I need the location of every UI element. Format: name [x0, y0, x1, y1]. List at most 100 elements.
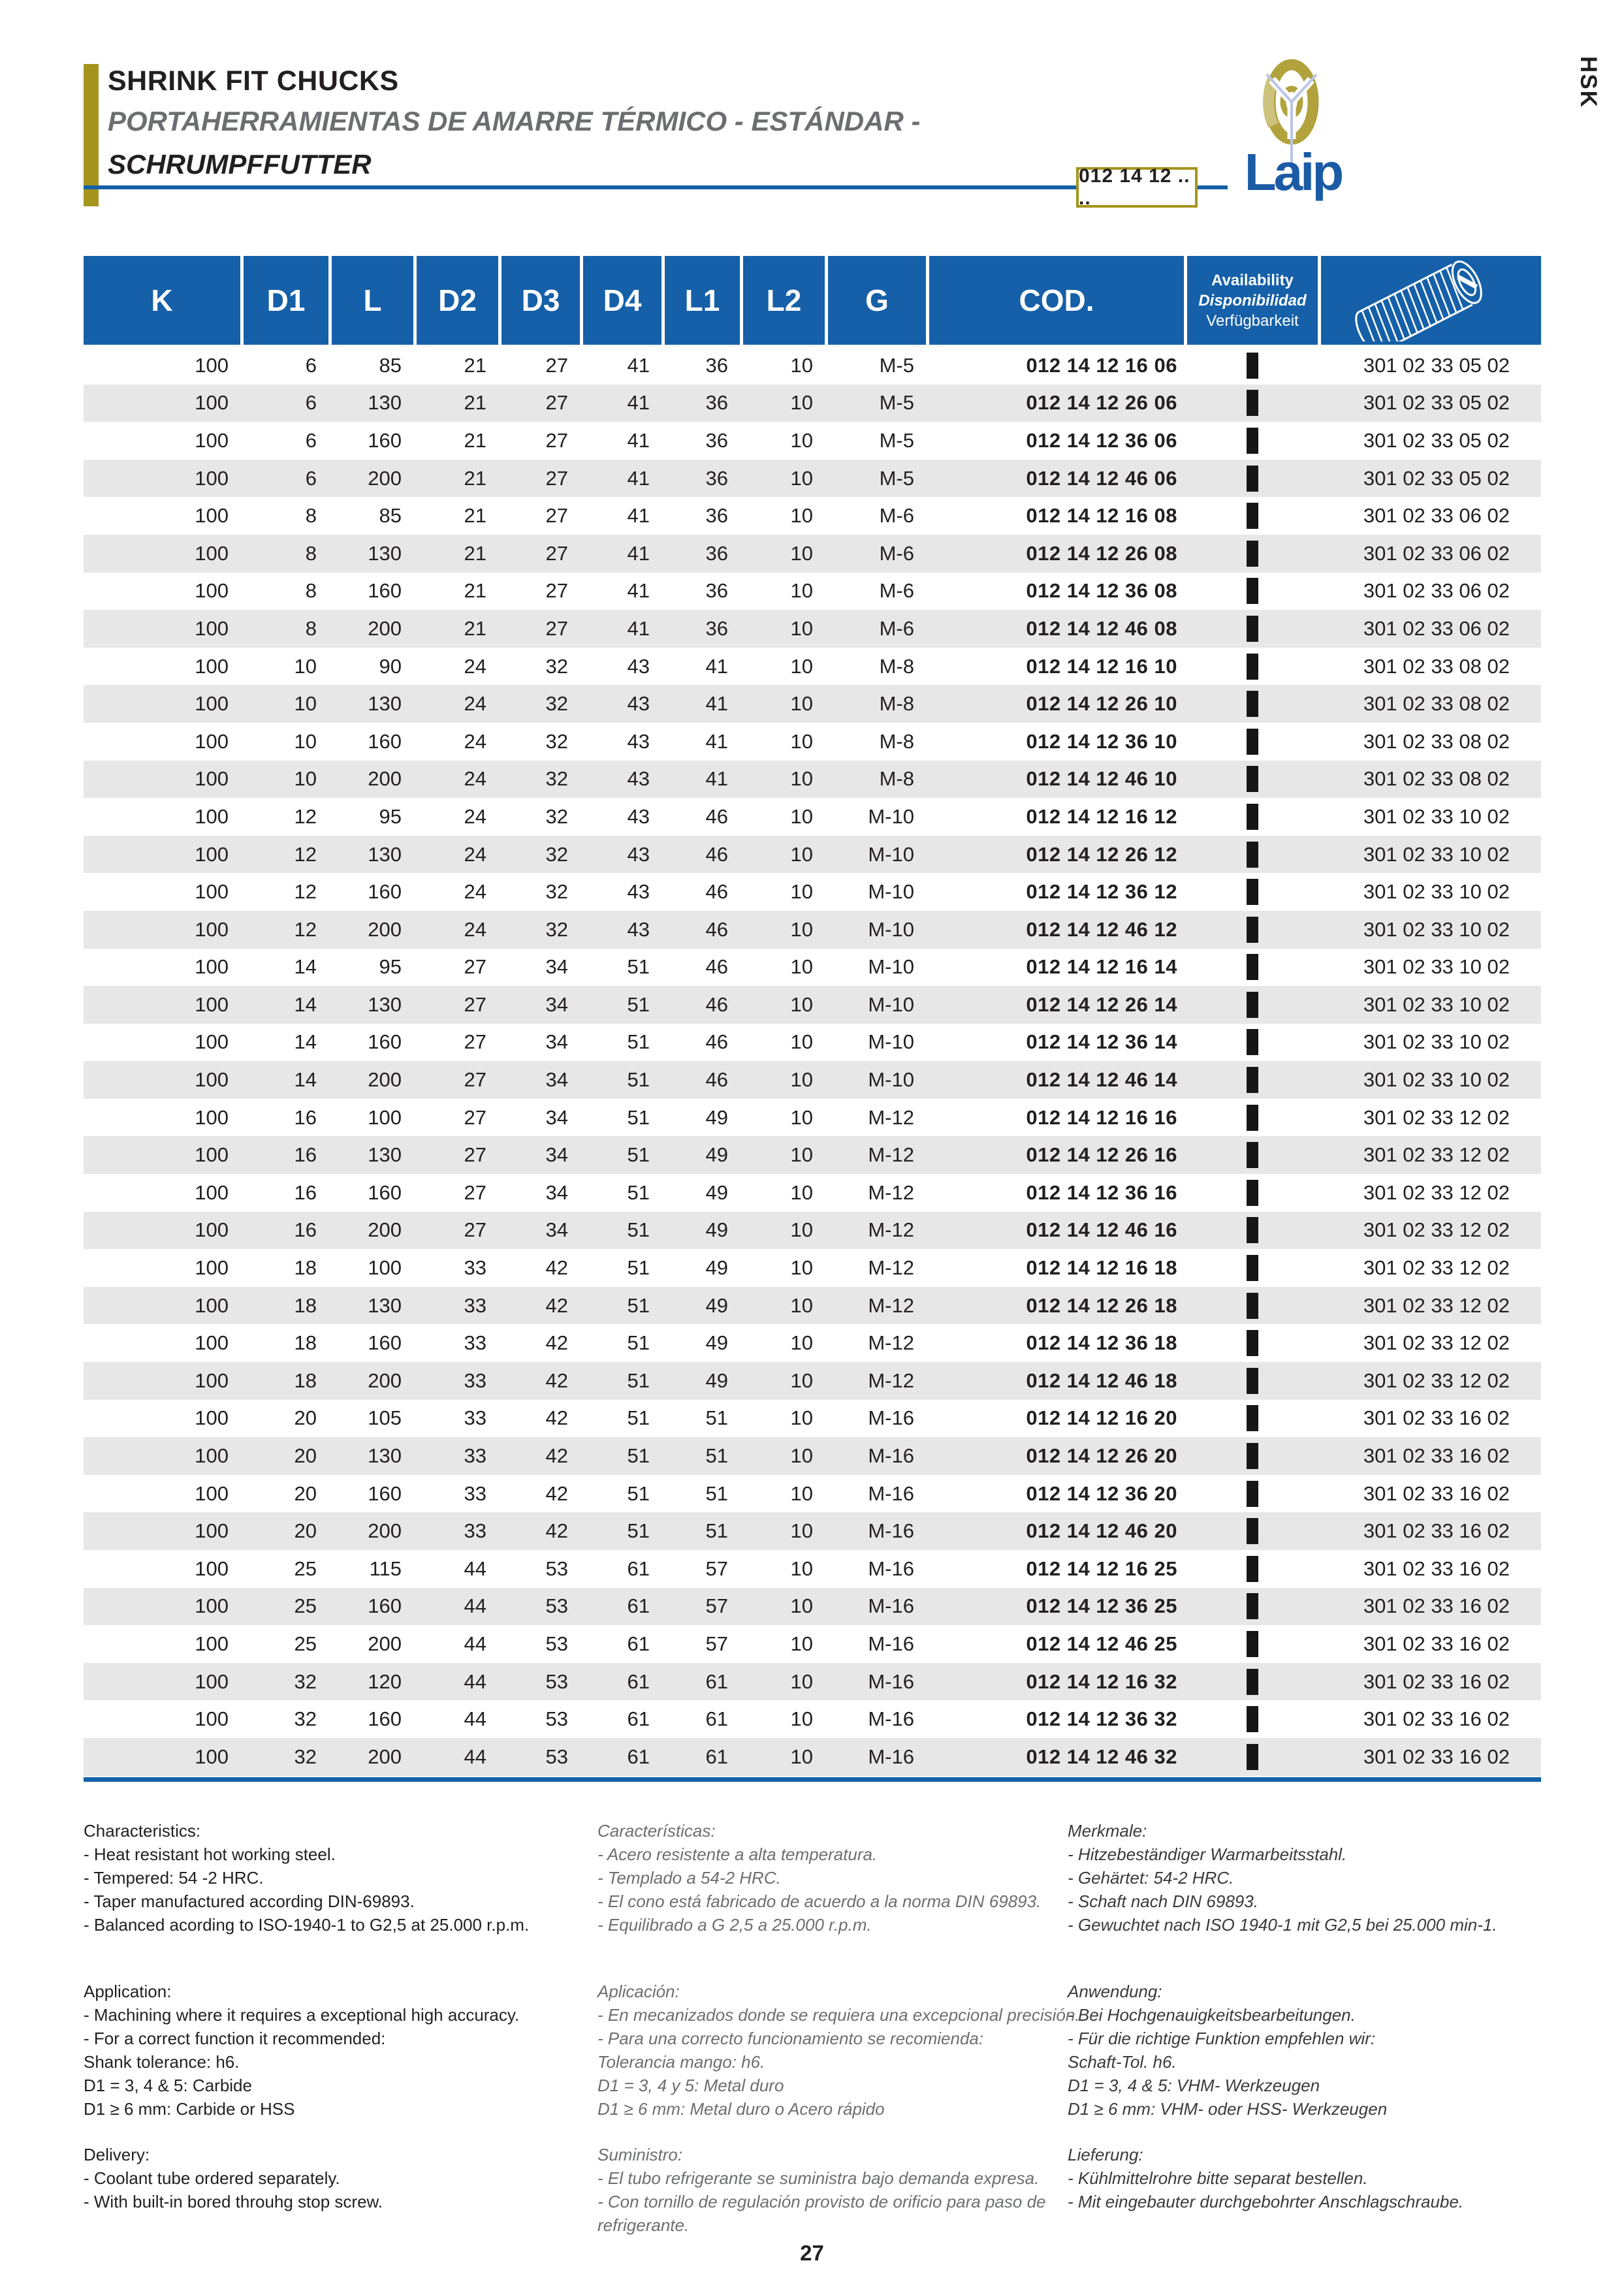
dimension-cell: 10 [790, 1143, 813, 1167]
dimension-cell: 100 [195, 1481, 229, 1505]
dimension-cell: 16 [294, 1143, 317, 1167]
hsk-corner-tag: HSK [1576, 56, 1601, 108]
column-header-l: L [332, 256, 413, 345]
dimension-cell: 20 [294, 1481, 317, 1505]
dimension-cell: 49 [705, 1105, 728, 1129]
availability-cell [1187, 1555, 1318, 1582]
dimension-cell: 10 [790, 729, 813, 753]
footer-section: Características: - Acero resistente a alt… [597, 1819, 1068, 1980]
dimension-cell: 51 [705, 1481, 728, 1505]
dimension-cell: 100 [195, 1745, 229, 1768]
dimension-cell: 46 [705, 992, 728, 1016]
availability-marker [1247, 1292, 1258, 1319]
dimension-cell: 100 [195, 654, 229, 678]
availability-cell [1187, 1405, 1318, 1432]
table-row: 100 6 85 21 27 41 36 10 M-5 012 14 12 16 06 301 02… [84, 347, 1541, 385]
dimension-cell: 43 [627, 880, 650, 904]
dimension-cell: 160 [368, 729, 402, 753]
dimension-cell: 100 [195, 880, 229, 904]
footer-line: D1 ≥ 6 mm: Metal duro o Acero rápido [597, 2099, 885, 2119]
dimension-cell: 12 [294, 880, 317, 904]
dimension-cell: 10 [790, 1030, 813, 1054]
dimension-cell: 36 [705, 616, 728, 640]
dimension-cell: 43 [627, 729, 650, 753]
availability-marker [1247, 691, 1258, 718]
dimension-cell: 41 [627, 616, 650, 640]
dimension-cell: M-12 [868, 1180, 914, 1204]
dimension-cell: 21 [464, 616, 486, 640]
header-rule [84, 185, 1228, 189]
dimension-cell: 32 [545, 880, 568, 904]
dimension-cell: 18 [294, 1256, 317, 1280]
footer-section-title: Lieferung: [1068, 2145, 1143, 2164]
availability-cell [1187, 503, 1318, 530]
dimension-cell: 33 [464, 1256, 486, 1280]
table-row: 100 14 130 27 34 51 46 10 M-10 012 14 12 26 14 301… [84, 986, 1541, 1024]
dimension-cell: 200 [368, 616, 402, 640]
dimension-cell: 46 [705, 917, 728, 941]
dimension-cell: 51 [627, 1180, 650, 1204]
dimension-cell: 20 [294, 1519, 317, 1543]
ref-number-cell: 301 02 33 12 02 [1363, 1331, 1510, 1355]
dimension-cell: 100 [195, 917, 229, 941]
cod-cell: 012 14 12 36 32 [1026, 1707, 1177, 1731]
dimension-cell: 42 [545, 1406, 568, 1430]
footer-section: Characteristics: - Heat resistant hot wor… [84, 1819, 597, 1980]
dimension-cell: M-16 [868, 1707, 914, 1731]
ref-number-cell: 301 02 33 16 02 [1363, 1632, 1510, 1655]
dimension-cell: 24 [464, 842, 486, 866]
dimension-cell: 100 [195, 1105, 229, 1129]
dimension-cell: 44 [464, 1670, 486, 1693]
dimension-cell: 33 [464, 1331, 486, 1355]
availability-marker [1247, 1743, 1258, 1770]
dimension-cell: 200 [368, 767, 402, 791]
ref-number-cell: 301 02 33 12 02 [1363, 1105, 1510, 1129]
dimension-cell: 51 [627, 1256, 650, 1280]
dimension-cell: 200 [368, 1369, 402, 1392]
dimension-cell: 10 [790, 579, 813, 603]
footer-line: - Bei Hochgenauigkeitsbearbeitungen. [1068, 2005, 1356, 2025]
availability-marker [1247, 1104, 1258, 1131]
dimension-cell: 43 [627, 804, 650, 828]
ref-number-cell: 301 02 33 08 02 [1363, 692, 1510, 716]
dimension-cell: 6 [305, 466, 317, 490]
availability-cell [1187, 465, 1318, 492]
availability-cell [1187, 653, 1318, 680]
dimension-cell: 10 [790, 1068, 813, 1092]
ref-number-cell: 301 02 33 16 02 [1363, 1745, 1510, 1768]
dimension-cell: 6 [305, 353, 317, 377]
availability-marker [1247, 1330, 1258, 1357]
availability-label-es: Disponibilidad [1198, 291, 1307, 309]
dimension-cell: 36 [705, 466, 728, 490]
dimension-cell: 200 [368, 1632, 402, 1655]
dimension-cell: 130 [368, 391, 402, 415]
availability-marker [1247, 1630, 1258, 1657]
dimension-cell: 34 [545, 1218, 568, 1242]
dimension-cell: 27 [545, 504, 568, 528]
column-header-k: K [84, 256, 240, 345]
dimension-cell: 36 [705, 504, 728, 528]
footer-section-title: Suministro: [597, 2145, 683, 2164]
footer-line: refrigerante. [597, 2215, 690, 2235]
availability-cell [1187, 991, 1318, 1018]
dimension-cell: 57 [705, 1632, 728, 1655]
dimension-cell: 46 [705, 955, 728, 979]
dimension-cell: M-10 [868, 1030, 914, 1054]
dimension-cell: 41 [627, 391, 650, 415]
dimension-cell: 10 [294, 692, 317, 716]
dimension-cell: 42 [545, 1444, 568, 1468]
cod-cell: 012 14 12 36 12 [1026, 880, 1177, 904]
dimension-cell: 200 [368, 1745, 402, 1768]
dimension-cell: 49 [705, 1369, 728, 1392]
dimension-cell: 100 [368, 1105, 402, 1129]
table-row: 100 16 100 27 34 51 49 10 M-12 012 14 12 16 16 301… [84, 1099, 1541, 1137]
dimension-cell: 10 [294, 767, 317, 791]
footer-line: - Schaft nach DIN 69893. [1068, 1891, 1258, 1911]
footer-line: D1 ≥ 6 mm: Carbide or HSS [84, 2099, 295, 2119]
dimension-cell: 10 [790, 767, 813, 791]
dimension-cell: M-16 [868, 1745, 914, 1768]
availability-marker [1247, 427, 1258, 454]
table-row: 100 10 200 24 32 43 41 10 M-8 012 14 12 46 10 301 … [84, 760, 1541, 799]
dimension-cell: 100 [195, 353, 229, 377]
table-row: 100 8 85 21 27 41 36 10 M-6 012 14 12 16 08 301 02… [84, 497, 1541, 535]
